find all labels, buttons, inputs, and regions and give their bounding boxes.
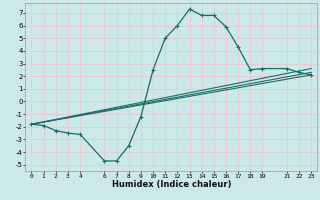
X-axis label: Humidex (Indice chaleur): Humidex (Indice chaleur) [112, 180, 231, 189]
